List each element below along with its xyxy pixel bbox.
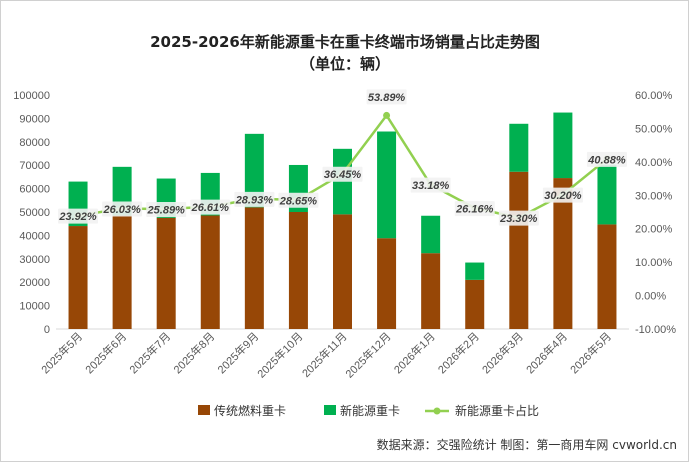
share-data-label: 40.88% — [587, 154, 626, 166]
bar-traditional — [421, 253, 441, 329]
share-data-label: 26.16% — [455, 204, 494, 216]
y-left-tick-label: 100000 — [13, 90, 50, 102]
share-label-box — [102, 201, 143, 217]
bar-traditional — [597, 224, 617, 329]
chart-subtitle: （单位：辆） — [300, 55, 390, 73]
share-label-box — [410, 177, 451, 193]
share-data-label: 30.20% — [544, 190, 582, 202]
legend: 传统燃料重卡 新能源重卡 新能源重卡占比 — [198, 403, 539, 418]
legend-swatch-new-energy — [324, 405, 336, 415]
bar-new-energy — [553, 112, 573, 179]
y-left-tick-label: 30000 — [19, 254, 50, 266]
share-label-box — [322, 166, 363, 182]
x-tick-label: 2026年5月 — [567, 329, 614, 376]
share-label-box — [58, 208, 99, 224]
bar-new-energy — [244, 133, 264, 208]
share-data-label: 28.93% — [235, 194, 274, 206]
labels-layer: 23.92% 26.03% 25.89% 26.61% 28.93% 28.65% 36.4… — [58, 89, 627, 226]
x-tick-label: 2025年9月 — [214, 329, 261, 376]
bar-traditional — [68, 226, 88, 329]
x-tick-label: 2025年6月 — [82, 329, 129, 376]
share-label-box — [498, 210, 539, 226]
chart-title: 2025-2026年新能源重卡在重卡终端市场销量占比走势图 — [150, 33, 540, 51]
legend-marker-share — [433, 407, 441, 415]
share-data-label: 23.92% — [58, 211, 97, 223]
bar-traditional — [377, 238, 397, 329]
y-left-tick-label: 40000 — [19, 230, 50, 242]
bar-new-energy — [421, 215, 441, 254]
y-left-tick-label: 20000 — [19, 277, 50, 289]
share-data-label: 25.89% — [147, 205, 186, 217]
bar-traditional — [112, 215, 132, 329]
bar-traditional — [200, 215, 220, 329]
x-tick-label: 2026年1月 — [391, 329, 438, 376]
share-label-box — [366, 89, 407, 105]
y-right-tick-label: -10.00% — [635, 324, 676, 336]
y-right-tick-label: 60.00% — [635, 90, 673, 102]
legend-swatch-traditional — [198, 405, 210, 415]
x-tick-label: 2025年12月 — [342, 329, 393, 380]
y-right-tick-label: 20.00% — [635, 224, 673, 236]
x-tick-label: 2025年8月 — [170, 329, 217, 376]
x-tick-label: 2026年2月 — [435, 329, 482, 376]
bar-traditional — [288, 212, 308, 329]
y-right-tick-label: 30.00% — [635, 190, 673, 202]
share-data-label: 53.89% — [368, 92, 406, 104]
x-tick-label: 2025年5月 — [38, 329, 85, 376]
x-tick-label: 2025年7月 — [126, 329, 173, 376]
share-data-label: 33.18% — [412, 180, 450, 192]
bar-traditional — [553, 178, 573, 329]
share-label-box — [586, 151, 627, 167]
share-label-box — [454, 201, 495, 217]
bar-traditional — [509, 171, 529, 329]
bar-new-energy — [597, 164, 617, 225]
x-tick-label: 2025年10月 — [254, 329, 305, 380]
x-tick-label: 2026年3月 — [479, 329, 526, 376]
y-left-tick-label: 0 — [44, 324, 50, 336]
share-data-label: 26.03% — [102, 204, 141, 216]
bar-traditional — [333, 214, 352, 329]
y-left-tick-label: 90000 — [19, 113, 50, 125]
bar-new-energy — [509, 123, 529, 172]
legend-label-new-energy: 新能源重卡 — [340, 403, 400, 418]
legend-label-traditional: 传统燃料重卡 — [214, 403, 286, 418]
y-left-tick-label: 50000 — [19, 207, 50, 219]
x-tick-label: 2026年4月 — [523, 329, 570, 376]
legend-label-share: 新能源重卡占比 — [455, 403, 539, 418]
y-left-tick-label: 70000 — [19, 160, 50, 172]
bar-new-energy — [465, 262, 485, 280]
bar-traditional — [156, 217, 176, 329]
share-label-box — [146, 202, 187, 218]
source-note: 数据来源：交强险统计 制图：第一商用车网 cvworld.cn — [377, 437, 677, 452]
y-right-tick-label: 40.00% — [635, 157, 673, 169]
share-label-box — [542, 187, 583, 203]
y-right-tick-label: 10.00% — [635, 257, 673, 269]
share-point — [383, 111, 391, 119]
x-tick-label: 2025年11月 — [299, 329, 350, 380]
y-right-tick-label: 0.00% — [635, 291, 666, 303]
share-label-box — [278, 192, 319, 208]
share-label-box — [190, 199, 231, 215]
bar-traditional — [244, 207, 264, 329]
bar-new-energy — [377, 131, 397, 239]
y-left-tick-label: 10000 — [19, 301, 50, 313]
share-data-label: 23.30% — [499, 213, 538, 225]
share-data-label: 26.61% — [191, 202, 230, 214]
y-left-tick-label: 80000 — [19, 137, 50, 149]
share-data-label: 28.65% — [279, 195, 318, 207]
y-left-tick-label: 60000 — [19, 184, 50, 196]
share-label-box — [234, 191, 275, 207]
y-right-tick-label: 50.00% — [635, 123, 673, 135]
share-data-label: 36.45% — [324, 169, 362, 181]
bar-traditional — [465, 279, 485, 329]
